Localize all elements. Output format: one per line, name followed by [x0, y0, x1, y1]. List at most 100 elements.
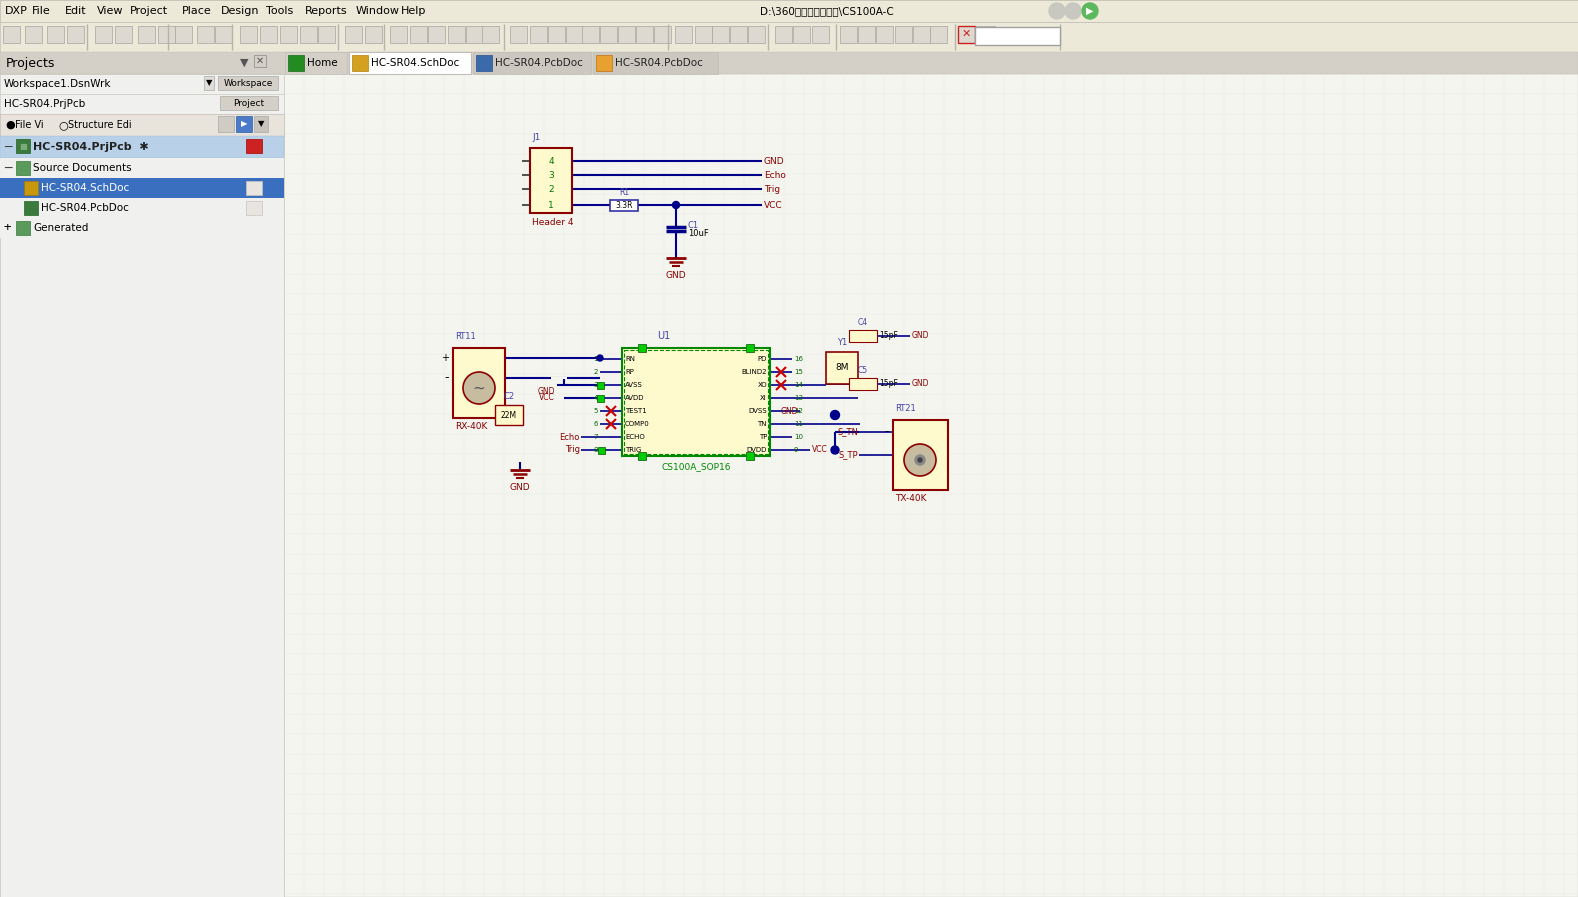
Bar — [636, 26, 653, 43]
Text: 11: 11 — [794, 421, 803, 427]
Bar — [448, 26, 466, 43]
Text: GND: GND — [666, 271, 686, 280]
Bar — [596, 55, 612, 71]
Text: HC-SR04.PcbDoc: HC-SR04.PcbDoc — [41, 203, 129, 213]
Text: GND: GND — [510, 483, 530, 492]
Bar — [510, 26, 527, 43]
Text: Generated: Generated — [33, 223, 88, 233]
Bar — [712, 26, 729, 43]
Text: DVSS: DVSS — [748, 408, 767, 414]
Text: ─: ─ — [5, 141, 11, 153]
Bar — [839, 26, 857, 43]
Text: 4: 4 — [548, 156, 554, 166]
Text: C4: C4 — [858, 318, 868, 327]
Bar — [929, 26, 947, 43]
Text: Window: Window — [357, 6, 399, 16]
Text: ▼: ▼ — [240, 58, 248, 68]
Circle shape — [1083, 3, 1098, 19]
Bar — [218, 116, 234, 132]
Text: GND: GND — [912, 332, 929, 341]
Bar — [959, 26, 977, 43]
Bar — [365, 26, 382, 43]
Circle shape — [672, 202, 680, 208]
Bar — [0, 218, 284, 238]
Bar — [237, 116, 252, 132]
Bar — [279, 26, 297, 43]
Bar — [619, 26, 634, 43]
Text: Echo: Echo — [560, 432, 581, 441]
Bar — [0, 52, 284, 897]
Bar — [596, 382, 604, 389]
Bar — [477, 55, 492, 71]
Text: VCC: VCC — [540, 394, 555, 403]
Text: TEST1: TEST1 — [625, 408, 647, 414]
Circle shape — [596, 355, 603, 361]
Text: TN: TN — [757, 421, 767, 427]
Bar — [197, 26, 215, 43]
Text: ▶: ▶ — [1086, 6, 1094, 16]
Text: Reports: Reports — [305, 6, 347, 16]
Bar — [0, 52, 1578, 74]
Text: Projects: Projects — [6, 57, 55, 69]
Text: 6: 6 — [593, 421, 598, 427]
Text: TRIG: TRIG — [625, 447, 641, 453]
Text: File Vi: File Vi — [16, 120, 44, 130]
Bar — [0, 22, 1578, 52]
Text: GND: GND — [764, 156, 784, 166]
Text: CS100A_SOP16: CS100A_SOP16 — [661, 462, 731, 471]
Bar — [600, 26, 617, 43]
Bar — [466, 26, 483, 43]
Text: C5: C5 — [858, 366, 868, 375]
Bar — [453, 348, 505, 418]
Text: 2: 2 — [593, 369, 598, 375]
Text: Help: Help — [401, 6, 426, 16]
Text: VCC: VCC — [764, 201, 783, 210]
Bar — [352, 55, 368, 71]
Text: C1: C1 — [688, 221, 699, 230]
Text: RT11: RT11 — [454, 332, 475, 341]
Text: ✕: ✕ — [961, 29, 970, 39]
Bar — [300, 26, 317, 43]
Bar — [137, 26, 155, 43]
Bar — [319, 26, 335, 43]
Text: D:\360安全浏览器下载\CS100A-C: D:\360安全浏览器下载\CS100A-C — [761, 6, 893, 16]
Bar — [748, 26, 765, 43]
Text: ─: ─ — [5, 161, 11, 175]
Bar — [204, 76, 215, 90]
Text: 22M: 22M — [500, 411, 518, 420]
Text: 9: 9 — [794, 447, 798, 453]
Text: 2: 2 — [548, 185, 554, 194]
Circle shape — [1049, 3, 1065, 19]
Bar — [611, 200, 638, 211]
Circle shape — [915, 455, 925, 465]
Bar — [246, 181, 262, 195]
Bar — [410, 26, 428, 43]
Bar — [286, 52, 347, 74]
Text: HC-SR04.PcbDoc: HC-SR04.PcbDoc — [495, 58, 582, 68]
Text: VCC: VCC — [813, 446, 828, 455]
Text: ○: ○ — [58, 120, 68, 130]
Text: Trig: Trig — [565, 446, 581, 455]
Bar — [0, 178, 284, 198]
Bar — [473, 52, 592, 74]
Bar — [95, 26, 112, 43]
Bar — [390, 26, 407, 43]
Bar — [47, 26, 65, 43]
Text: Design: Design — [221, 6, 259, 16]
Text: 15: 15 — [794, 369, 803, 375]
Circle shape — [462, 372, 495, 404]
Bar — [254, 116, 268, 132]
Text: RT21: RT21 — [895, 404, 915, 413]
Bar — [254, 55, 267, 67]
Text: Y1: Y1 — [836, 338, 847, 347]
Text: AVDD: AVDD — [625, 395, 644, 401]
Text: -: - — [445, 371, 450, 385]
Circle shape — [1065, 3, 1081, 19]
Text: 3.3R: 3.3R — [615, 202, 633, 211]
Bar — [218, 76, 278, 90]
Text: U1: U1 — [656, 331, 671, 341]
Bar — [876, 26, 893, 43]
Text: HC-SR04.PrjPcb  ✱: HC-SR04.PrjPcb ✱ — [33, 142, 148, 152]
Text: +: + — [5, 222, 11, 234]
Bar — [0, 158, 284, 178]
